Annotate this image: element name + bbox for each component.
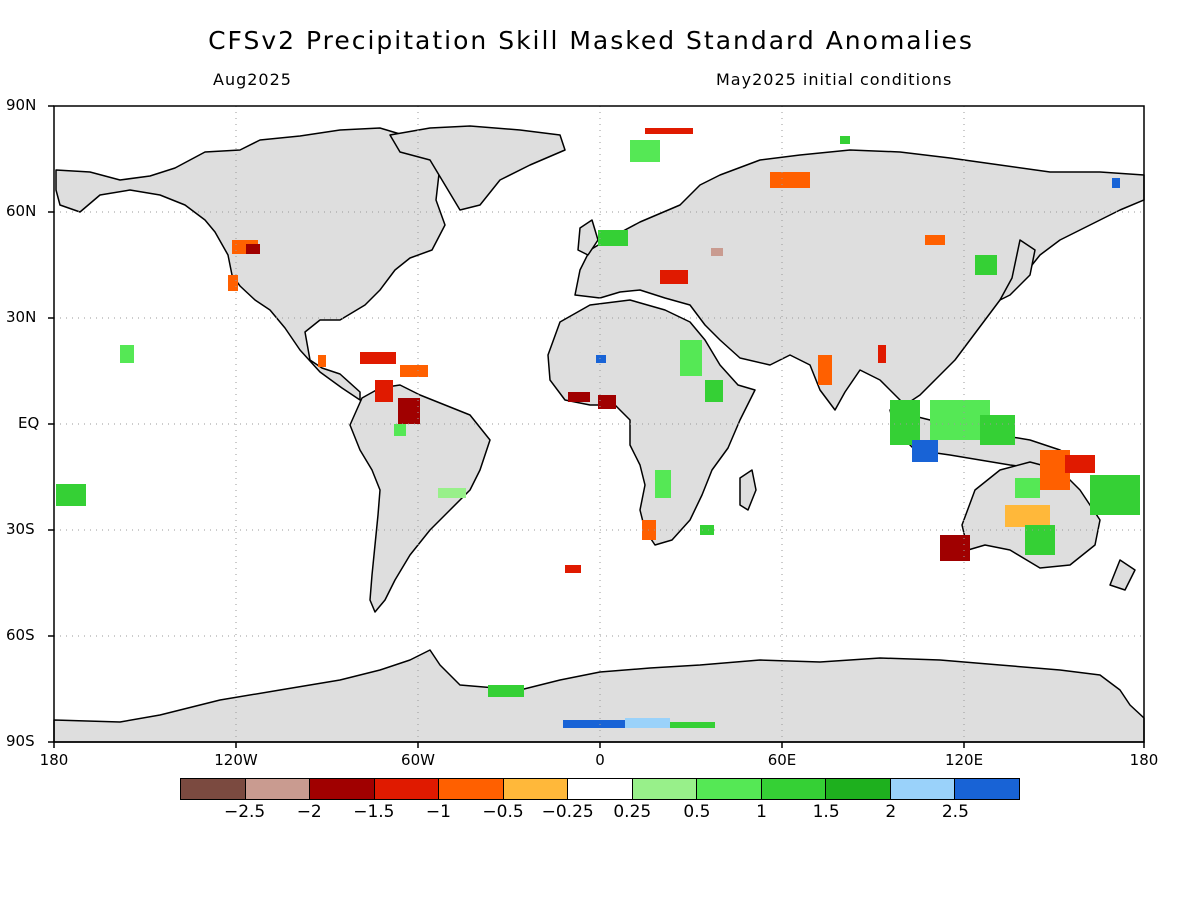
lon-label-60e: 60E [767, 751, 797, 769]
colorbar-swatch [181, 779, 246, 799]
colorbar-swatch [310, 779, 375, 799]
antarctica [53, 649, 1145, 743]
north-america [55, 127, 446, 401]
colorbar-swatch [761, 779, 827, 799]
chart-title: CFSv2 Precipitation Skill Masked Standar… [208, 26, 974, 55]
madagascar [739, 469, 757, 511]
greenland [389, 125, 566, 211]
colorbar-label: −2 [296, 802, 322, 822]
lat-label-eq: EQ [18, 414, 40, 432]
colorbar-label: 2 [885, 802, 897, 822]
lon-label-120w: 120W [214, 751, 258, 769]
lon-label-180e: 180 [1129, 751, 1159, 769]
colorbar-swatch [503, 779, 569, 799]
colorbar [180, 778, 1020, 800]
initial-conditions: May2025 initial conditions [716, 70, 953, 89]
colorbar-swatch [374, 779, 440, 799]
colorbar-swatch [439, 779, 504, 799]
lat-label-30s: 30S [6, 520, 35, 538]
colorbar-swatch [955, 779, 1019, 799]
colorbar-label: −0.25 [541, 802, 594, 822]
axis-ticks [48, 105, 1145, 748]
south-america [349, 384, 491, 613]
forecast-month: Aug2025 [213, 70, 292, 89]
colorbar-swatch [568, 779, 633, 799]
british-isles [577, 219, 599, 256]
colorbar-label: −1 [425, 802, 451, 822]
lon-label-0: 0 [595, 751, 605, 769]
colorbar-swatch [632, 779, 698, 799]
colorbar-label: 1 [756, 802, 767, 822]
lat-label-60n: 60N [6, 202, 37, 220]
lat-label-90n: 90N [6, 96, 37, 114]
lon-label-120e: 120E [944, 751, 984, 769]
lat-label-90s: 90S [6, 732, 35, 750]
lat-label-30n: 30N [6, 308, 37, 326]
colorbar-swatch [826, 779, 891, 799]
colorbar-swatch [697, 779, 762, 799]
colorbar-swatch [245, 779, 311, 799]
colorbar-label: 1.5 [812, 802, 840, 822]
graticule [54, 106, 1144, 742]
eurasia [574, 149, 1145, 411]
colorbar-label: −0.5 [482, 802, 524, 822]
colorbar-label: −1.5 [353, 802, 395, 822]
lat-label-60s: 60S [6, 626, 35, 644]
japan [999, 239, 1036, 301]
new-zealand [1109, 559, 1136, 591]
lon-label-60w: 60W [401, 751, 435, 769]
colorbar-swatch [890, 779, 956, 799]
anomaly-patches [56, 128, 1140, 728]
colorbar-label: 2.5 [941, 802, 969, 822]
colorbar-label: −2.5 [223, 802, 266, 822]
colorbar-label: 0.25 [613, 802, 652, 822]
lon-label-180w: 180 [39, 751, 69, 769]
land-masses [53, 125, 1145, 743]
colorbar-label: 0.5 [683, 802, 711, 822]
